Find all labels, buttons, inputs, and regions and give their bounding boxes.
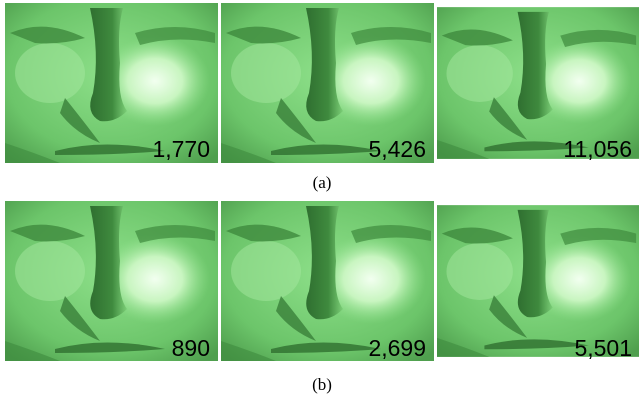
panel-label: 1,770 <box>152 136 210 162</box>
caption: (b) <box>312 375 332 394</box>
caption: (a) <box>313 173 332 192</box>
panel-label: 2,699 <box>368 335 426 361</box>
page: 1,770 5,426 11,056 (a) 890 2,699 5,501 (… <box>0 0 644 403</box>
figure: 1,770 5,426 11,056 (a) 890 2,699 5,501 (… <box>0 0 644 403</box>
panel-label: 5,426 <box>368 136 426 162</box>
panel-label: 11,056 <box>563 136 632 162</box>
panel-label: 5,501 <box>574 335 632 361</box>
panel-label: 890 <box>172 335 210 361</box>
row-a: 1,770 5,426 11,056 (a) <box>5 3 639 192</box>
row-b: 890 2,699 5,501 (b) <box>5 201 639 394</box>
